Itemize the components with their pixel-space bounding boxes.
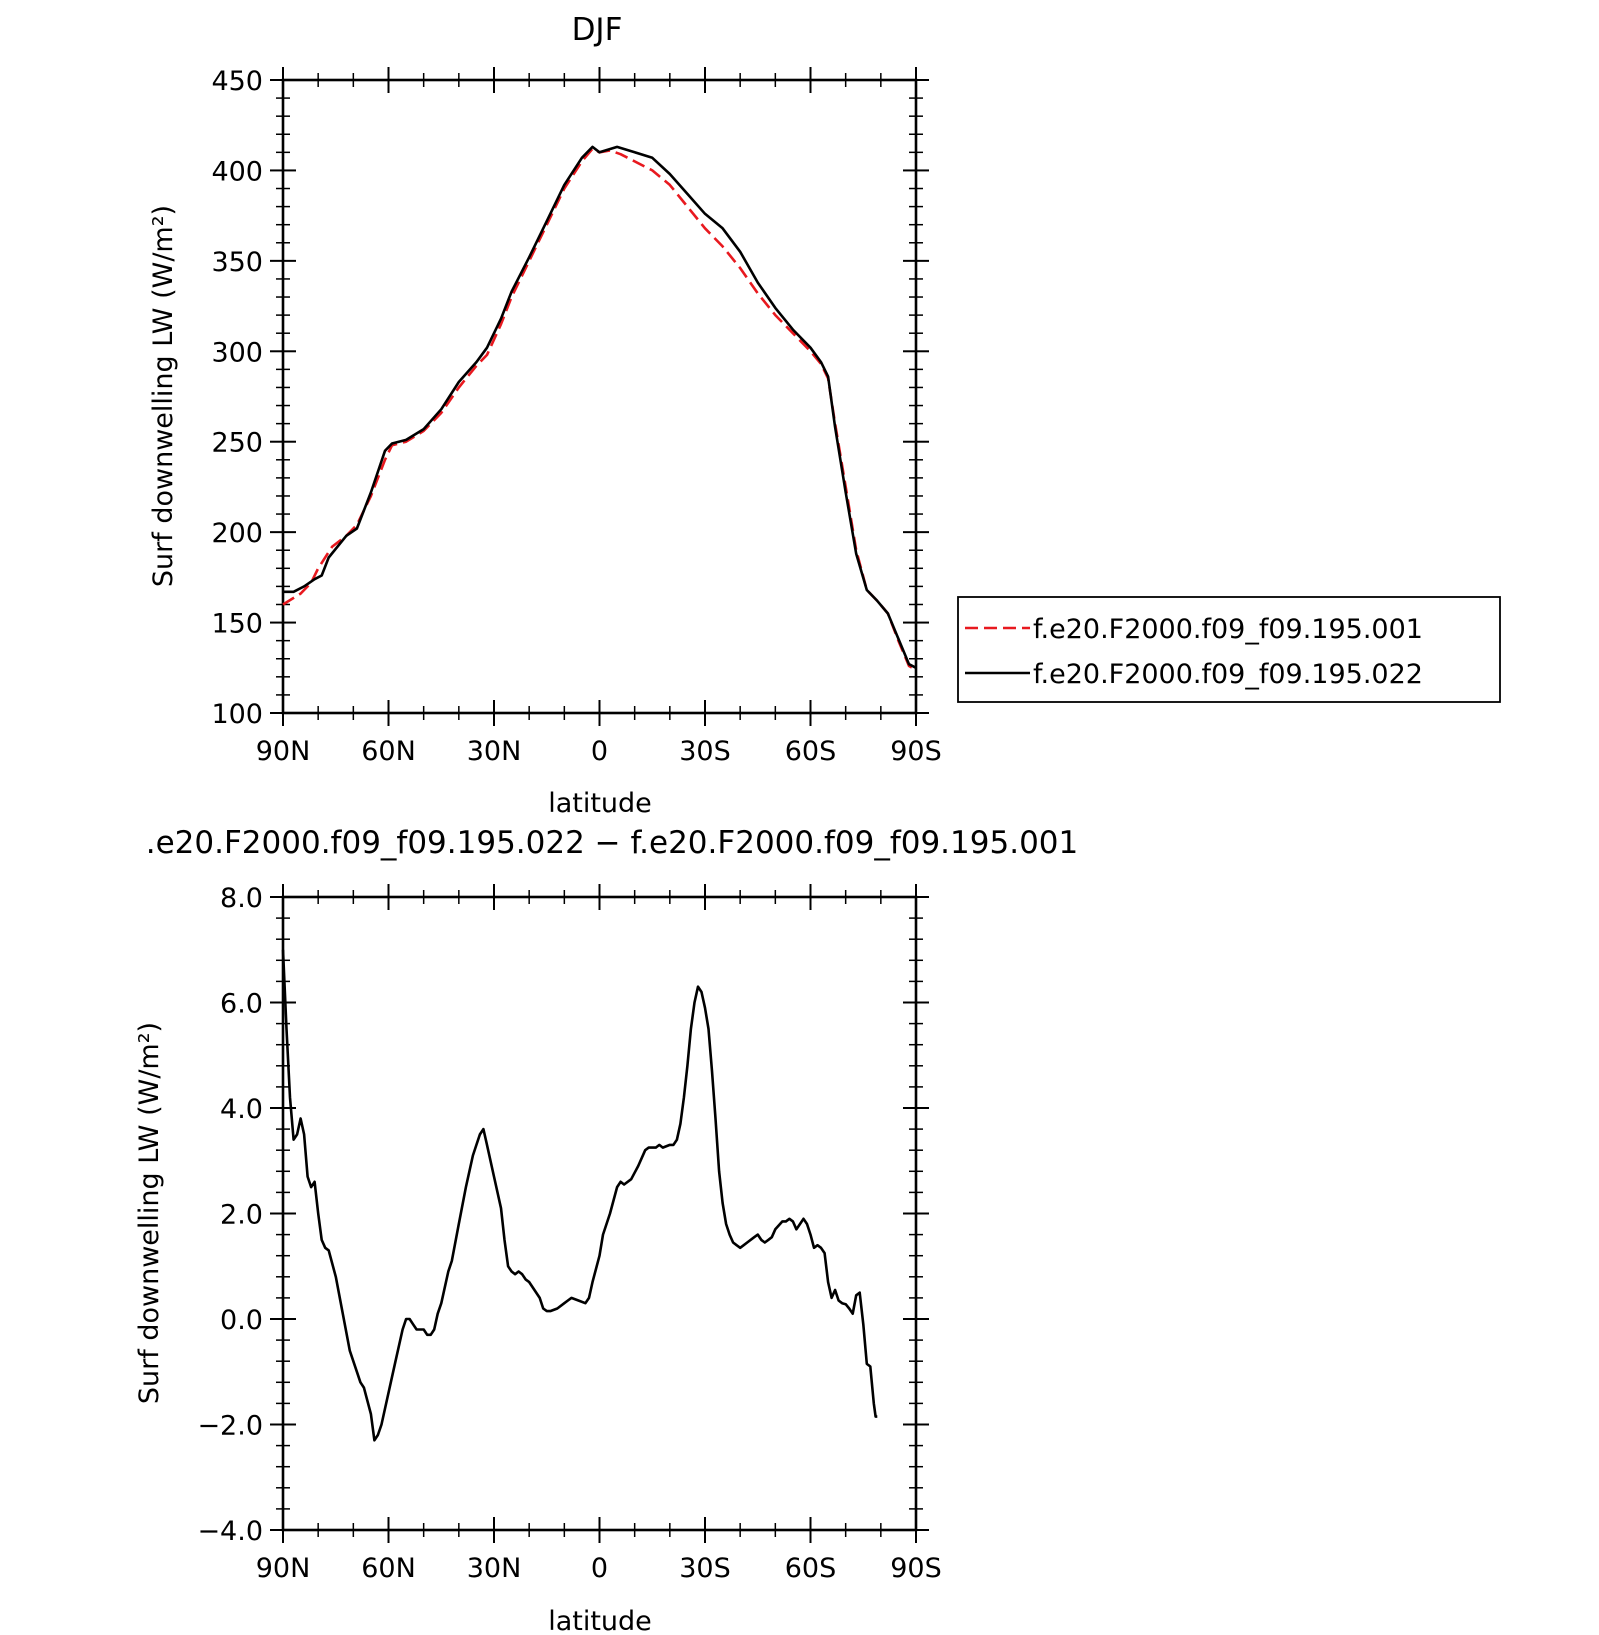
x-axis-label: latitude [548,1606,652,1635]
x-tick-label: 60N [361,1553,416,1584]
series-lines [282,145,917,671]
x-tick-label: 60S [785,1553,837,1584]
y-tick-label: 200 [211,518,263,549]
legend-entry-022: f.e20.F2000.f09_f09.195.022 [1033,659,1423,690]
y-tick-label: 300 [211,337,263,368]
x-tick-labels: 90N 60N 30N 0 30S 60S 90S [256,1553,942,1584]
x-tick-label: 30S [679,736,731,767]
x-tick-label: 0 [591,736,608,767]
x-axis-label: latitude [548,788,652,819]
y-tick-label: 8.0 [220,883,263,914]
y-tick-label: 150 [211,609,263,640]
y-tick-labels: 100 150 200 250 300 350 400 450 [211,66,263,730]
y-tick-labels: −4.0 −2.0 0.0 2.0 4.0 6.0 8.0 [197,883,263,1547]
x-tick-label: 90N [256,736,311,767]
y-axis-label: Surf downwelling LW (W/m²) [134,1022,165,1404]
x-tick-label: 90S [890,1553,942,1584]
zonal-mean-panel: DJF 100 150 200 250 300 350 400 450 90N 60N 30N 0 3… [148,12,1501,819]
y-tick-label: 250 [211,428,263,459]
panel-title: DJF [572,12,623,48]
legend-box [957,596,1501,703]
y-tick-label: 4.0 [220,1094,263,1125]
x-tick-label: 30N [467,736,522,767]
difference-line [281,949,878,1442]
y-axis-label: Surf downwelling LW (W/m²) [148,205,179,587]
x-tick-label: 60N [361,736,416,767]
legend-entry-001: f.e20.F2000.f09_f09.195.001 [1033,614,1423,645]
x-tick-label: 30N [467,1553,522,1584]
tick-marks [270,884,929,1543]
x-tick-label: 90N [256,1553,311,1584]
y-tick-label: 100 [211,699,263,730]
x-tick-label: 0 [591,1553,608,1584]
y-tick-label: 400 [211,156,263,187]
y-tick-label: 0.0 [220,1305,263,1336]
legend: f.e20.F2000.f09_f09.195.001 f.e20.F2000.… [957,596,1501,703]
y-tick-label: 6.0 [220,989,263,1020]
tick-marks [270,67,929,726]
series-lines [281,949,878,1442]
y-tick-label: 350 [211,247,263,278]
series-line-022 [283,145,917,669]
x-tick-label: 60S [785,736,837,767]
panel-title: .e20.F2000.f09_f09.195.022 − f.e20.F2000… [146,825,1078,861]
difference-panel: .e20.F2000.f09_f09.195.022 − f.e20.F2000… [134,825,1078,1635]
plot-frame [281,78,918,715]
x-tick-label: 90S [890,736,942,767]
y-tick-label: 2.0 [220,1200,263,1231]
y-tick-label: −4.0 [197,1516,263,1547]
x-tick-labels: 90N 60N 30N 0 30S 60S 90S [256,736,942,767]
series-line-001 [282,147,917,671]
x-tick-label: 30S [679,1553,731,1584]
y-tick-label: −2.0 [197,1411,263,1442]
y-tick-label: 450 [211,66,263,97]
